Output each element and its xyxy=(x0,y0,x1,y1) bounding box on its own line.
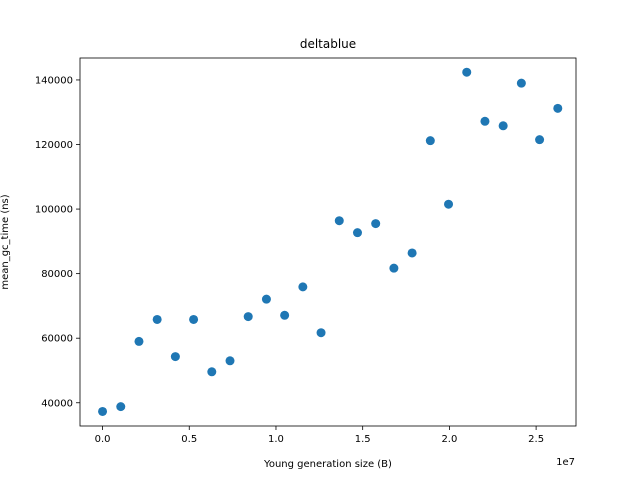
data-point xyxy=(371,219,381,229)
data-point xyxy=(207,367,217,377)
y-tick-label: 60000 xyxy=(41,334,73,345)
data-point xyxy=(425,136,435,146)
x-axis-offset-label: 1e7 xyxy=(556,457,575,468)
data-point xyxy=(553,103,563,113)
data-point xyxy=(535,135,545,145)
data-point xyxy=(407,248,417,258)
x-axis-ticks: 0.0 0.5 1.0 1.5 2.0 2.5 xyxy=(95,426,544,445)
y-axis-ticks: 40000 60000 80000 100000 120000 140000 xyxy=(35,75,80,409)
data-point xyxy=(98,406,108,416)
data-point xyxy=(444,199,454,209)
y-tick-label: 100000 xyxy=(35,205,73,216)
x-tick-label: 1.0 xyxy=(268,434,284,445)
data-point xyxy=(334,216,344,226)
data-point xyxy=(498,121,508,131)
x-tick-label: 1.5 xyxy=(355,434,371,445)
data-point xyxy=(516,78,526,88)
y-tick-label: 40000 xyxy=(41,398,73,409)
chart-title: deltablue xyxy=(300,37,356,51)
data-point xyxy=(261,294,271,304)
data-point xyxy=(462,67,472,77)
x-tick-label: 2.5 xyxy=(528,434,544,445)
x-tick-label: 0.0 xyxy=(95,434,111,445)
data-point xyxy=(298,282,308,292)
data-point xyxy=(225,356,235,366)
y-axis-label: mean_gc_time (ns) xyxy=(0,194,11,289)
plot-frame xyxy=(79,57,577,427)
data-point xyxy=(389,263,399,273)
y-tick-label: 140000 xyxy=(35,75,73,86)
data-points xyxy=(98,67,563,416)
y-tick-label: 80000 xyxy=(41,269,73,280)
x-axis-label: Young generation size (B) xyxy=(263,459,392,470)
x-tick-label: 2.0 xyxy=(441,434,457,445)
data-point xyxy=(189,314,199,324)
y-tick-label: 120000 xyxy=(35,140,73,151)
data-point xyxy=(352,228,362,238)
data-point xyxy=(170,352,180,362)
data-point xyxy=(152,314,162,324)
data-point xyxy=(280,310,290,320)
data-point xyxy=(116,402,126,412)
x-tick-label: 0.5 xyxy=(181,434,197,445)
data-point xyxy=(480,116,490,126)
data-point xyxy=(134,336,144,346)
data-point xyxy=(316,328,326,338)
data-point xyxy=(243,312,253,322)
